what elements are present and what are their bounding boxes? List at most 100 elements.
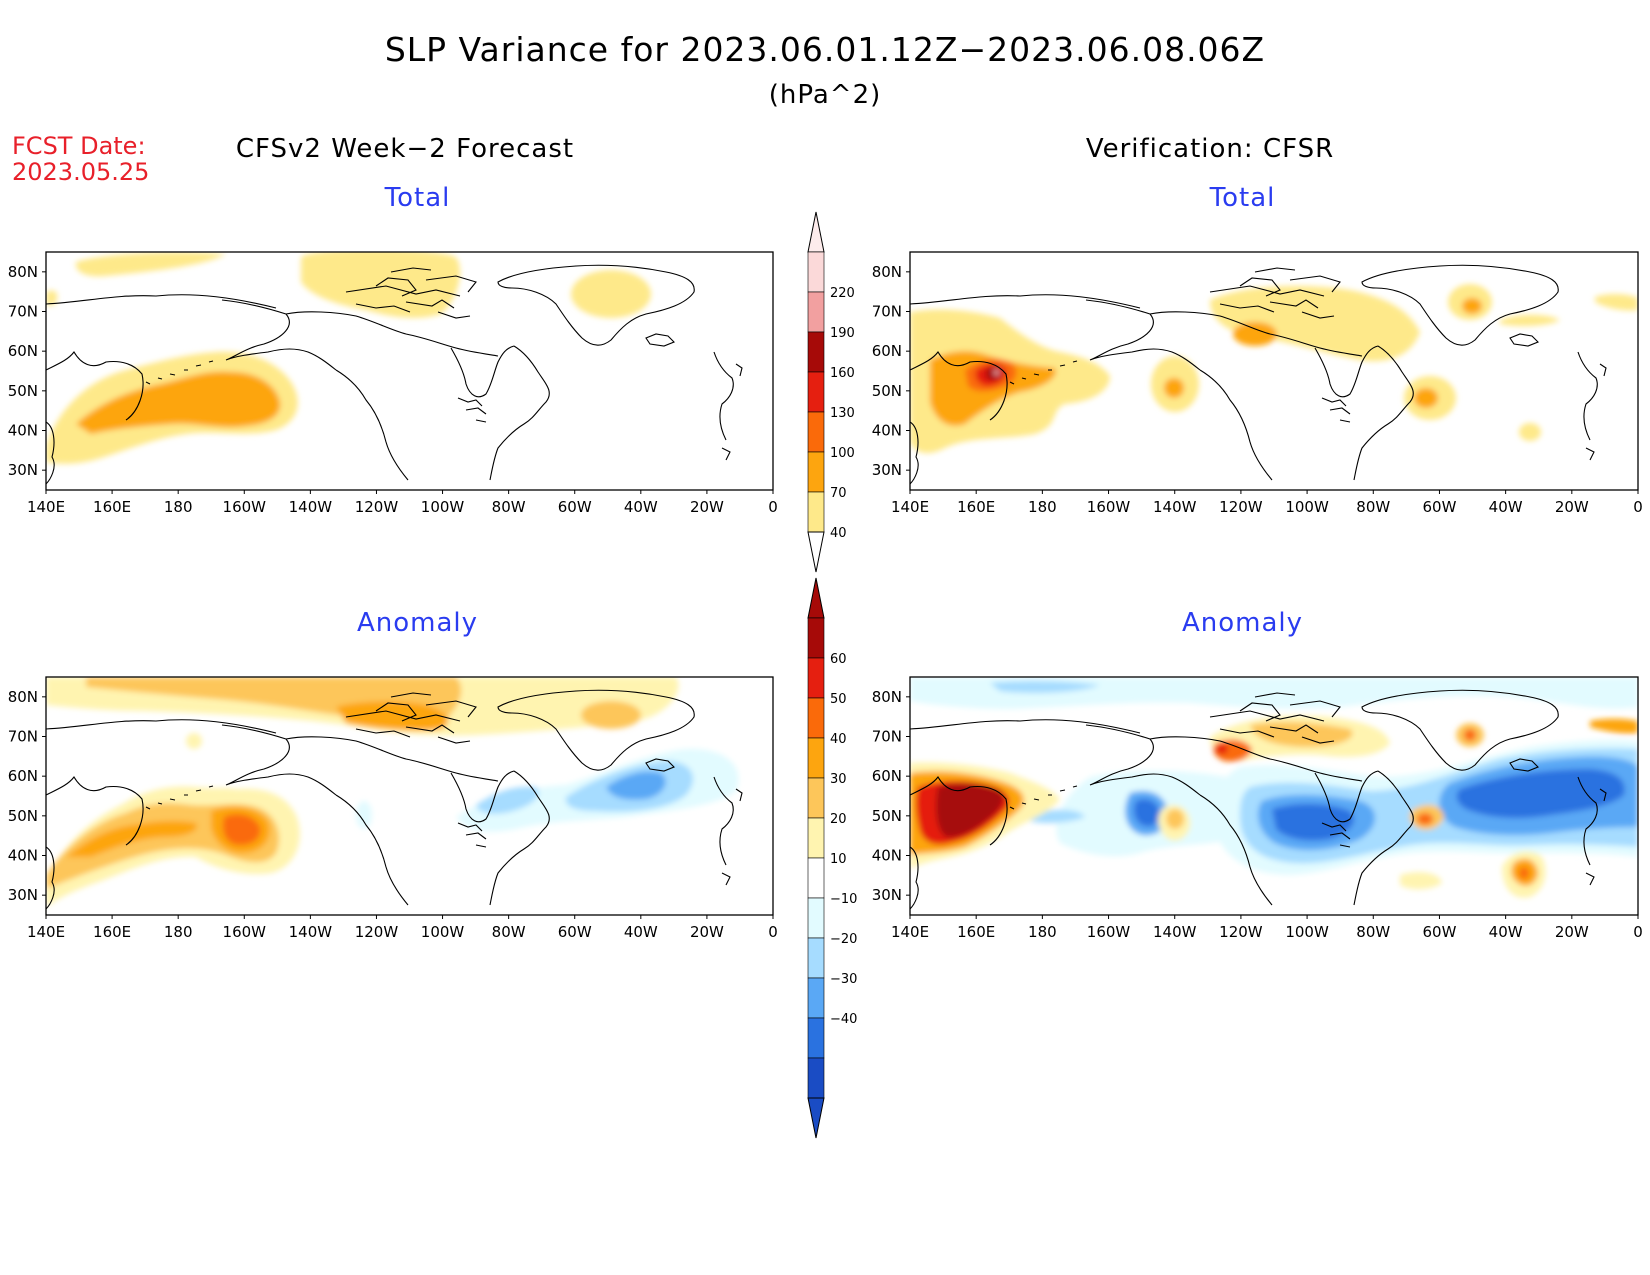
lon-tick-label: 60W (1422, 498, 1456, 516)
colorbar-anomaly-segment (807, 977, 825, 1019)
panel-title-forecast-anomaly: Anomaly (356, 608, 479, 638)
lon-tick-label: 100W (421, 498, 465, 516)
colorbar-total-segment (807, 491, 825, 533)
lat-tick-label: 30N (872, 886, 902, 904)
colorbar-anomaly-segment (807, 1057, 825, 1099)
lon-tick-label: 140E (27, 498, 65, 516)
colorbar-anomaly-segment (807, 617, 825, 659)
panel-title-verification-anomaly: Anomaly (1181, 608, 1304, 638)
lon-tick-label: 80W (492, 498, 526, 516)
colorbar-total-bottom-arrow (807, 531, 825, 573)
lon-tick-label: 160E (93, 923, 131, 941)
lat-tick-label: 30N (872, 461, 902, 479)
lon-tick-label: 140W (289, 498, 333, 516)
forecast-date-value: 2023.05.25 (12, 158, 150, 186)
colorbar-total-segment (807, 451, 825, 493)
colorbar-anomaly-segment (807, 817, 825, 859)
colorbar-anomaly-segment (807, 697, 825, 739)
map-forecast-anomaly (45, 676, 774, 916)
lon-tick-label: 40W (1489, 498, 1523, 516)
lon-tick-label: 60W (558, 498, 592, 516)
colorbar-total-segment (807, 371, 825, 413)
lon-tick-label: 20W (1555, 923, 1589, 941)
lon-tick-label: 160E (93, 498, 131, 516)
colorbar-anomaly: 60 50 40 30 20 10 −10 −20 −30 −40 (807, 577, 857, 1139)
lon-tick-label: 100W (1285, 498, 1329, 516)
lat-tick-label: 80N (8, 688, 38, 706)
lon-tick-label: 60W (1422, 923, 1456, 941)
lat-tick-label: 50N (872, 382, 902, 400)
lon-tick-label: 140E (891, 498, 929, 516)
colorbar-total-label: 40 (830, 526, 847, 541)
units-label: (hPa^2) (768, 80, 882, 110)
lon-tick-label: 100W (421, 923, 465, 941)
colorbar-total-label: 130 (830, 406, 855, 421)
lat-tick-label: 60N (8, 342, 38, 360)
lon-tick-label: 80W (492, 923, 526, 941)
lon-tick-label: 120W (355, 498, 399, 516)
lon-tick-label: 40W (624, 498, 658, 516)
lon-tick-label: 140E (27, 923, 65, 941)
lon-tick-label: 0 (768, 923, 778, 941)
lon-tick-label: 160W (223, 923, 267, 941)
colorbar-anomaly-segment (807, 777, 825, 819)
lon-tick-label: 20W (1555, 498, 1589, 516)
colorbar-total-segment (807, 251, 825, 293)
lon-tick-label: 160E (957, 923, 995, 941)
lat-tick-label: 70N (872, 728, 902, 746)
colorbar-anomaly-label: 50 (830, 692, 847, 707)
column-heading-forecast: CFSv2 Week−2 Forecast (235, 134, 575, 164)
lon-tick-label: 120W (1219, 923, 1263, 941)
lon-tick-label: 140E (891, 923, 929, 941)
lat-tick-label: 70N (8, 303, 38, 321)
colorbar-anomaly-bottom-arrow (807, 1097, 825, 1139)
lon-tick-label: 180 (1028, 923, 1057, 941)
column-heading-verification: Verification: CFSR (1085, 134, 1335, 164)
colorbar-anomaly-segment (807, 1017, 825, 1059)
colorbar-anomaly-label: 20 (830, 812, 847, 827)
colorbar-anomaly-label: 10 (830, 852, 847, 867)
lon-tick-label: 140W (1153, 498, 1197, 516)
colorbar-total-label: 70 (830, 486, 847, 501)
lat-tick-label: 50N (8, 382, 38, 400)
main-title: SLP Variance for 2023.06.01.12Z−2023.06.… (384, 30, 1266, 69)
lat-tick-label: 60N (872, 342, 902, 360)
forecast-date-label: FCST Date: (12, 132, 146, 160)
lon-tick-label: 160W (223, 498, 267, 516)
lat-tick-label: 60N (8, 767, 38, 785)
lat-tick-label: 70N (872, 303, 902, 321)
colorbar-total-segment (807, 411, 825, 453)
panel-title-forecast-total: Total (384, 183, 451, 213)
lon-tick-label: 0 (1633, 923, 1643, 941)
colorbar-total: 40 70 100 130 160 190 220 (807, 211, 855, 573)
lat-tick-label: 40N (872, 422, 902, 440)
colorbar-anomaly-segment (807, 857, 825, 899)
lon-tick-label: 20W (690, 923, 724, 941)
lat-tick-label: 50N (872, 807, 902, 825)
lon-tick-label: 60W (558, 923, 592, 941)
map-verification-total (909, 251, 1639, 491)
colorbar-total-segment (807, 291, 825, 333)
map-forecast-total (45, 251, 774, 491)
colorbar-anomaly-segment (807, 657, 825, 699)
lon-tick-label: 160W (1087, 498, 1131, 516)
axis-ticks: 140E 160E 180 160W 140W 120W 100W 80W 60W 40W 20W 0… (8, 263, 1643, 941)
lon-tick-label: 120W (355, 923, 399, 941)
colorbar-total-label: 160 (830, 366, 855, 381)
lat-tick-label: 30N (8, 886, 38, 904)
colorbar-total-segment (807, 331, 825, 373)
colorbar-anomaly-segment (807, 937, 825, 979)
colorbar-anomaly-label: 60 (830, 652, 847, 667)
lat-tick-label: 60N (872, 767, 902, 785)
lat-tick-label: 40N (872, 847, 902, 865)
lon-tick-label: 140W (1153, 923, 1197, 941)
lon-tick-label: 140W (289, 923, 333, 941)
lat-tick-label: 40N (8, 422, 38, 440)
colorbar-anomaly-label: −10 (830, 892, 857, 907)
lat-tick-label: 70N (8, 728, 38, 746)
colorbar-anomaly-label: −20 (830, 932, 857, 947)
lon-tick-label: 180 (164, 923, 193, 941)
lon-tick-label: 80W (1356, 923, 1390, 941)
colorbar-total-top-arrow (807, 211, 825, 253)
